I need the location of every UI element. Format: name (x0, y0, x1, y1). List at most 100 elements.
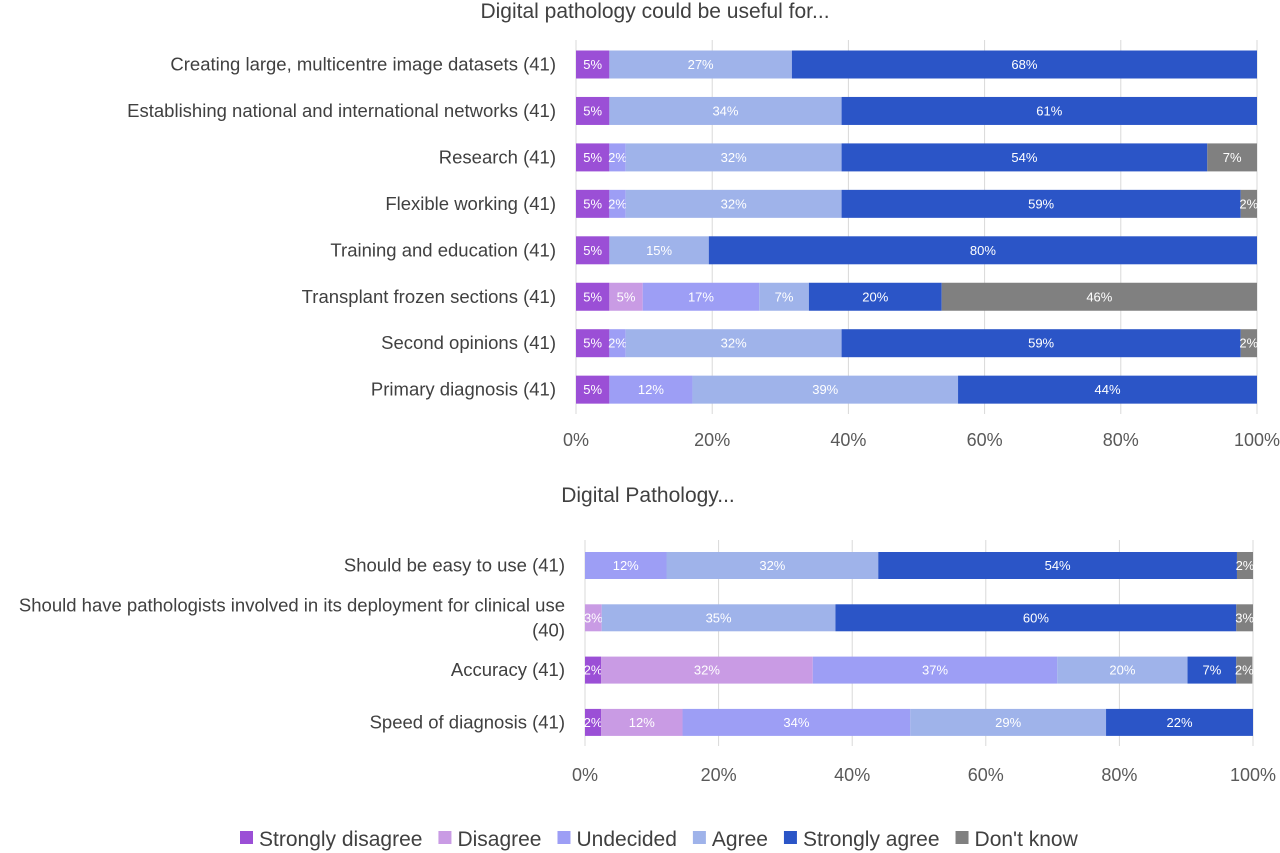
legend-label: Undecided (576, 828, 676, 851)
bar-segment (692, 375, 959, 404)
x-tick-label: 0% (563, 430, 589, 450)
data-label: 32% (721, 336, 747, 351)
bar-segment (609, 143, 626, 172)
category-label: Speed of diagnosis (41) (370, 711, 565, 732)
x-tick-label: 0% (572, 765, 598, 785)
bar-segment (759, 282, 809, 311)
data-label: 20% (862, 289, 888, 304)
data-label: 80% (970, 243, 996, 258)
bar-segment (576, 282, 610, 311)
data-label: 2% (608, 196, 627, 211)
bar-segment (1240, 329, 1257, 358)
data-label: 17% (688, 289, 714, 304)
x-tick-label: 100% (1234, 430, 1280, 450)
data-label: 2% (584, 663, 603, 678)
bar-segment (601, 604, 836, 632)
bar-segment (941, 282, 1257, 311)
category-label: Creating large, multicentre image datase… (170, 54, 556, 75)
x-tick-label: 60% (968, 765, 1004, 785)
x-tick-label: 20% (694, 430, 730, 450)
category-label: Second opinions (41) (381, 332, 556, 353)
x-tick-label: 100% (1230, 765, 1276, 785)
data-label: 15% (646, 243, 672, 258)
data-label: 59% (1028, 196, 1054, 211)
bar-segment (625, 143, 842, 172)
data-label: 5% (583, 243, 602, 258)
category-label: (40) (532, 619, 565, 640)
data-label: 35% (706, 610, 732, 625)
legend-label: Disagree (457, 828, 541, 851)
data-label: 7% (775, 289, 794, 304)
data-label: 22% (1167, 715, 1193, 730)
x-tick-label: 60% (967, 430, 1003, 450)
chart-1-plot: 0% 20% 40% 60% 80% 100% Creating large, multic… (127, 40, 1280, 450)
bar-segment (585, 552, 667, 579)
data-label: 3% (1235, 610, 1254, 625)
data-label: 5% (583, 196, 602, 211)
bar-segment (708, 236, 1257, 265)
data-label: 29% (995, 715, 1021, 730)
bar-segment (609, 329, 626, 358)
legend-label: Strongly agree (803, 828, 940, 851)
x-tick-label: 20% (701, 765, 737, 785)
x-tick-label: 80% (1103, 430, 1139, 450)
legend-swatch (692, 831, 706, 844)
bar-segment (625, 329, 842, 358)
data-label: 2% (1236, 558, 1255, 573)
data-label: 46% (1086, 289, 1112, 304)
category-label: Research (41) (439, 146, 556, 167)
bar-segment (682, 708, 911, 736)
bar-segment (841, 189, 1241, 218)
bar-segment (910, 708, 1107, 736)
data-label: 37% (922, 663, 948, 678)
data-label: 12% (613, 558, 639, 573)
legend: Strongly disagree Disagree Undecided Agree S… (240, 828, 1079, 851)
bar-segment (808, 282, 942, 311)
chart-2-plot: 0% 20% 40% 60% 80% 100% Should be easy to use … (19, 540, 1276, 785)
category-label: Establishing national and international … (127, 100, 556, 121)
bar-segment (1106, 708, 1253, 736)
data-label: 61% (1036, 103, 1062, 118)
category-label: Primary diagnosis (41) (371, 379, 556, 400)
bar-segment (841, 329, 1241, 358)
data-label: 59% (1028, 336, 1054, 351)
data-label: 54% (1045, 558, 1071, 573)
data-label: 34% (712, 103, 738, 118)
data-label: 3% (584, 610, 603, 625)
data-label: 5% (617, 289, 636, 304)
category-label: Training and education (41) (330, 239, 556, 260)
x-tick-label: 80% (1101, 765, 1137, 785)
data-label: 32% (721, 196, 747, 211)
bar-segment (609, 96, 842, 125)
data-label: 5% (583, 150, 602, 165)
data-label: 7% (1223, 150, 1242, 165)
bar-segment (576, 236, 610, 265)
data-label: 5% (583, 336, 602, 351)
data-label: 7% (1203, 663, 1222, 678)
data-label: 5% (583, 103, 602, 118)
bar-segment (835, 604, 1237, 632)
bar-segment (601, 708, 683, 736)
bar-segment (841, 96, 1257, 125)
data-label: 39% (812, 382, 838, 397)
bar-segment (642, 282, 760, 311)
legend-label: Agree (712, 828, 768, 851)
data-label: 34% (783, 715, 809, 730)
data-label: 68% (1011, 57, 1037, 72)
data-label: 20% (1109, 663, 1135, 678)
data-label: 2% (608, 336, 627, 351)
bar-segment (666, 552, 879, 579)
legend-swatch (955, 831, 969, 844)
data-label: 2% (584, 715, 603, 730)
bar-segment (1236, 656, 1253, 684)
data-label: 32% (759, 558, 785, 573)
bar-segment (585, 708, 602, 736)
bar-segment (609, 50, 792, 79)
bar-segment (1236, 552, 1253, 579)
bar-segment (609, 282, 643, 311)
bar-segment (609, 375, 693, 404)
data-label: 2% (1239, 336, 1258, 351)
bar-segment (1187, 656, 1237, 684)
legend-swatch (557, 831, 571, 844)
